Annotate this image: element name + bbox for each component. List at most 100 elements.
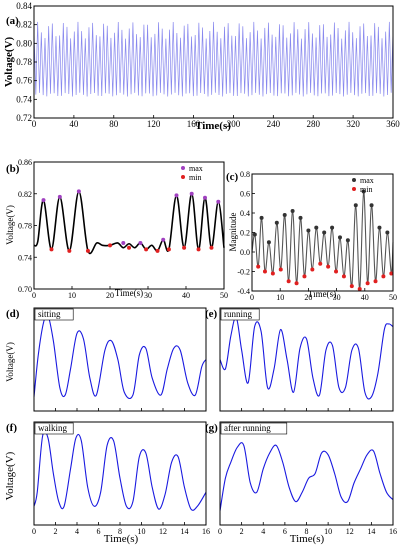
min-point	[286, 279, 291, 284]
x-tick-label: 12	[159, 527, 167, 536]
y-tick-label: 0.82	[16, 20, 32, 30]
min-point	[381, 274, 386, 279]
max-point	[298, 215, 303, 220]
min-point	[357, 287, 362, 292]
x-tick-label: 40	[361, 293, 369, 302]
panel-b: 0 10 20 30 40 50 0.70 0.74 0.78 0.82 0.86 Time(s) Vo…	[5, 158, 228, 300]
y-tick-label: 0.8	[240, 170, 250, 179]
max-point	[337, 235, 342, 240]
x-tick-label: 0	[250, 293, 254, 302]
y-tick-label: 0.70	[18, 285, 32, 294]
x-tick-label: 10	[138, 527, 146, 536]
y-tick-label: 0.76	[16, 76, 32, 86]
y-tick-label: 0.82	[18, 190, 32, 199]
y-tick-label: 0.84	[16, 1, 32, 11]
max-point	[345, 238, 350, 243]
max-point	[290, 209, 295, 214]
max-point	[189, 191, 194, 196]
x-tick-label: 120	[147, 119, 161, 129]
min-point	[278, 267, 283, 272]
plot-frame-d	[33, 307, 207, 412]
max-point	[259, 215, 264, 220]
x-tick-label: 0	[32, 527, 36, 536]
series-g-line	[219, 442, 394, 512]
max-point	[174, 193, 179, 198]
x-tick-label: 0	[32, 291, 36, 300]
panel-d: Voltage(V) (d) sitting	[5, 307, 207, 412]
min-point	[270, 271, 275, 276]
x-tick-label: 6	[283, 527, 287, 536]
min-point	[302, 274, 307, 279]
x-tick-label: 320	[346, 119, 360, 129]
panel-f: 0 2 4 6 8 10 12 14 16 Time(s) Voltage(V) (f) walking	[4, 421, 210, 545]
x-tick-label: 0	[32, 119, 37, 129]
max-point	[385, 230, 390, 235]
y-tick-label: -0.2	[237, 268, 250, 277]
x-tick-label: 14	[181, 527, 189, 536]
series-e-line	[219, 316, 394, 400]
y-tick-label: 0.72	[16, 113, 32, 123]
x-tick-label: 50	[389, 293, 397, 302]
panel-label: (d)	[6, 308, 20, 320]
panel-label: (g)	[205, 422, 218, 434]
x-tick-label: 20	[106, 291, 114, 300]
legend-min-marker	[181, 175, 185, 179]
min-point	[326, 264, 331, 269]
legend-min-label: min	[360, 185, 372, 194]
x-axis-label: Time(s)	[115, 288, 143, 298]
series-d-line	[33, 313, 207, 400]
inset-label: after running	[224, 423, 271, 433]
max-point	[138, 240, 143, 245]
min-point	[256, 264, 261, 269]
x-tick-label: 6	[97, 527, 101, 536]
y-tick-label: -0.4	[237, 287, 250, 296]
y-axis-label: Voltage(V)	[4, 451, 16, 500]
max-point	[330, 225, 335, 230]
min-point	[294, 281, 299, 286]
x-axis-label: Time(s)	[104, 533, 139, 545]
panel-label: (a)	[6, 15, 19, 27]
y-axis-label: Magnitude	[228, 213, 238, 252]
x-tick-label: 40	[182, 291, 190, 300]
min-point	[155, 248, 160, 253]
panel-label: (c)	[226, 171, 239, 183]
max-point	[377, 225, 382, 230]
y-axis-label: Voltage(V)	[3, 37, 15, 88]
x-tick-label: 30	[333, 293, 341, 302]
x-tick-label: 10	[276, 293, 284, 302]
x-tick-label: 200	[227, 119, 241, 129]
legend-min-label: min	[189, 173, 201, 182]
x-tick-label: 12	[346, 527, 354, 536]
inset-label-box	[34, 308, 74, 321]
x-axis-label: Time(s)	[290, 533, 325, 545]
inset-label-box	[34, 422, 74, 435]
legend-max-marker	[352, 178, 356, 182]
x-tick-label: 160	[187, 119, 201, 129]
panel-a: 0 40 80 120 160 200 240 280 320 360 0.72 0.74 0.76 0.…	[3, 1, 400, 132]
min-point	[85, 248, 90, 253]
panel-g: 0 2 4 6 8 10 12 14 16 Time(s) (g) after running	[205, 421, 397, 545]
max-point	[216, 199, 221, 204]
x-tick-label: 8	[305, 527, 309, 536]
x-axis-label: Time(s)	[308, 289, 336, 299]
min-point	[108, 243, 112, 248]
min-point	[318, 261, 323, 266]
x-tick-label: 4	[261, 527, 265, 536]
max-point	[274, 220, 279, 225]
min-point	[262, 269, 267, 274]
panel-label: (b)	[6, 163, 20, 175]
x-tick-label: 40	[69, 119, 79, 129]
x-tick-label: 14	[367, 527, 375, 536]
legend-max-label: max	[189, 164, 203, 173]
plot-frame-g	[219, 421, 394, 526]
min-point	[341, 274, 346, 279]
x-tick-label: 20	[304, 293, 312, 302]
max-point	[121, 240, 126, 245]
x-tick-label: 16	[202, 527, 210, 536]
x-tick-label: 280	[306, 119, 320, 129]
y-tick-label: 0.78	[16, 57, 32, 67]
y-tick-label: 0.78	[18, 222, 32, 231]
x-tick-label: 16	[389, 527, 397, 536]
y-tick-label: 0.2	[240, 229, 250, 238]
